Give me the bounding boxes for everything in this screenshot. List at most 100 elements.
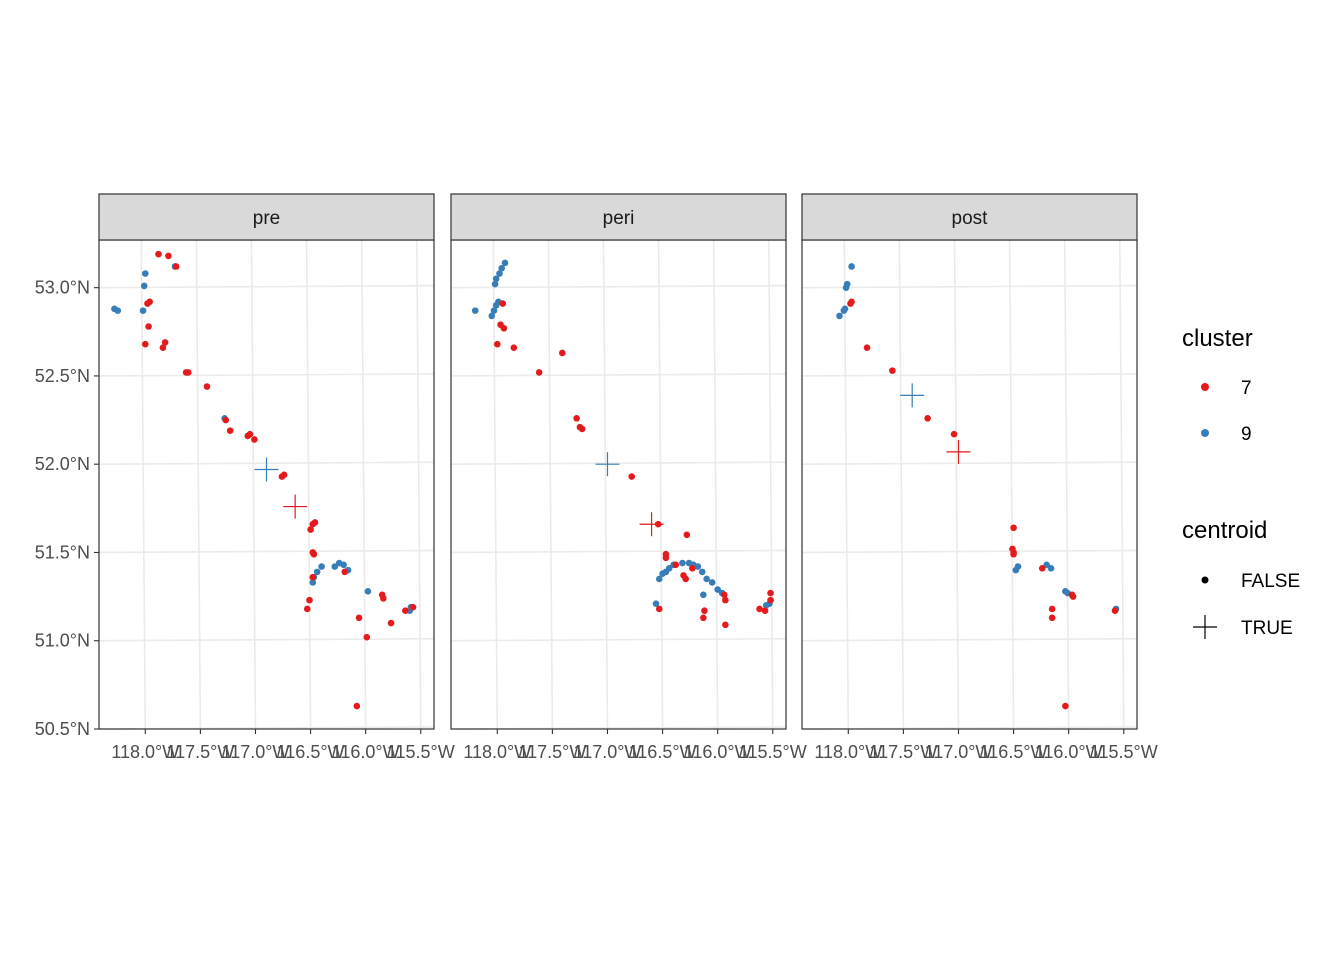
point-cluster-7 xyxy=(1048,614,1056,622)
centroid-cross-cluster-9 xyxy=(595,452,620,477)
point-cluster-7 xyxy=(493,340,501,348)
point-cluster-9 xyxy=(703,575,710,583)
meridian-gridline xyxy=(547,239,554,730)
point-cluster-9 xyxy=(841,305,849,313)
legend-title-cluster: cluster xyxy=(1182,325,1253,352)
legend-label-cluster: 9 xyxy=(1241,424,1252,445)
point-cluster-7 xyxy=(1111,607,1119,615)
point-cluster-7 xyxy=(689,565,696,572)
facet-strip-label: post xyxy=(952,208,989,229)
point-cluster-9 xyxy=(698,568,706,576)
meridian-gridline xyxy=(767,239,774,730)
point-cluster-7 xyxy=(701,607,708,615)
point-cluster-9 xyxy=(491,280,499,288)
point-cluster-7 xyxy=(628,473,636,480)
facet-strip xyxy=(98,193,435,241)
legend: cluster 7 9 centroid FALSE TRUE xyxy=(1182,325,1300,639)
y-tick-label: 53.0°N xyxy=(35,278,90,298)
point-cluster-9 xyxy=(501,259,509,267)
point-cluster-9 xyxy=(114,307,122,314)
point-cluster-9 xyxy=(1047,565,1055,572)
x-tick-label: 115.5°W xyxy=(1090,742,1158,762)
x-tick-label: 117.5°W xyxy=(166,742,234,762)
facet-panel-peri: peri 118.0°W117.5°W117.0°W116.5°W116.0°W1… xyxy=(450,193,807,762)
y-tick-label: 51.0°N xyxy=(35,631,90,651)
x-tick-label: 115.5°W xyxy=(739,742,807,762)
point-cluster-7 xyxy=(767,596,774,604)
meridian-gridline xyxy=(898,239,905,730)
centroid-cross-cluster-9 xyxy=(900,383,925,408)
legend-label-centroid: TRUE xyxy=(1241,618,1293,639)
panel-background xyxy=(451,240,786,729)
point-cluster-7 xyxy=(184,369,192,376)
point-cluster-7 xyxy=(1038,565,1046,572)
meridian-gridline xyxy=(953,239,960,730)
point-cluster-9 xyxy=(496,270,503,277)
point-cluster-7 xyxy=(722,596,729,604)
point-cluster-7 xyxy=(682,575,690,583)
legend-key-point xyxy=(1201,576,1209,584)
point-cluster-7 xyxy=(848,298,855,306)
point-cluster-9 xyxy=(488,312,496,320)
point-cluster-9 xyxy=(318,563,325,570)
point-cluster-7 xyxy=(756,605,763,613)
point-cluster-7 xyxy=(720,591,728,599)
point-cluster-7 xyxy=(278,473,286,480)
point-cluster-7 xyxy=(380,595,387,602)
meridian-gridline xyxy=(1063,239,1070,730)
point-cluster-9 xyxy=(492,275,500,283)
point-cluster-9 xyxy=(655,575,663,583)
point-cluster-7 xyxy=(761,607,769,615)
meridian-gridline xyxy=(360,239,367,730)
parallel-gridline xyxy=(450,461,787,465)
panel-background xyxy=(802,240,1137,729)
point-cluster-9 xyxy=(364,588,372,595)
x-tick-label: 116.5°W xyxy=(629,742,697,762)
point-cluster-7 xyxy=(355,614,363,622)
point-cluster-7 xyxy=(226,427,234,434)
parallel-gridline xyxy=(98,284,435,289)
point-cluster-9 xyxy=(836,312,843,320)
legend-key-cluster-7 xyxy=(1201,383,1209,391)
parallel-gridline xyxy=(98,637,435,642)
point-cluster-9 xyxy=(471,307,479,314)
point-cluster-7 xyxy=(306,596,313,604)
x-tick-label: 118.0°W xyxy=(111,742,179,762)
point-cluster-7 xyxy=(1010,524,1017,532)
x-tick-label: 118.0°W xyxy=(814,742,882,762)
meridian-gridline xyxy=(305,239,312,730)
point-cluster-9 xyxy=(490,307,498,314)
point-cluster-7 xyxy=(155,250,162,258)
parallel-gridline xyxy=(98,373,435,377)
x-tick-label: 117.0°W xyxy=(222,742,290,762)
point-cluster-7 xyxy=(402,607,409,615)
point-cluster-7 xyxy=(363,633,371,641)
point-cluster-7 xyxy=(655,605,663,613)
point-cluster-7 xyxy=(222,416,230,424)
point-cluster-7 xyxy=(341,568,349,576)
point-cluster-9 xyxy=(694,563,702,570)
meridian-gridline xyxy=(657,239,664,730)
point-cluster-7 xyxy=(161,339,169,346)
point-cluster-7 xyxy=(303,605,311,613)
centroid-cross-cluster-9 xyxy=(254,457,279,482)
point-cluster-9 xyxy=(843,280,851,288)
parallel-gridline xyxy=(450,549,787,554)
point-cluster-7 xyxy=(141,340,149,348)
meridian-gridline xyxy=(415,239,422,730)
point-cluster-7 xyxy=(309,573,317,581)
point-cluster-7 xyxy=(409,603,417,611)
x-tick-label: 116.0°W xyxy=(1035,742,1103,762)
facet-panel-post: post 118.0°W117.5°W117.0°W116.5°W116.0°W1… xyxy=(801,193,1158,762)
point-cluster-7 xyxy=(251,436,258,443)
legend-label-cluster: 7 xyxy=(1241,378,1252,399)
point-cluster-7 xyxy=(159,344,167,351)
x-tick-label: 116.0°W xyxy=(332,742,400,762)
point-cluster-7 xyxy=(307,526,314,533)
parallel-gridline xyxy=(801,637,1138,642)
point-cluster-7 xyxy=(1010,550,1017,558)
point-cluster-7 xyxy=(311,519,319,526)
facet-strip xyxy=(801,193,1138,241)
x-tick-label: 117.5°W xyxy=(869,742,937,762)
point-cluster-9 xyxy=(679,559,686,567)
